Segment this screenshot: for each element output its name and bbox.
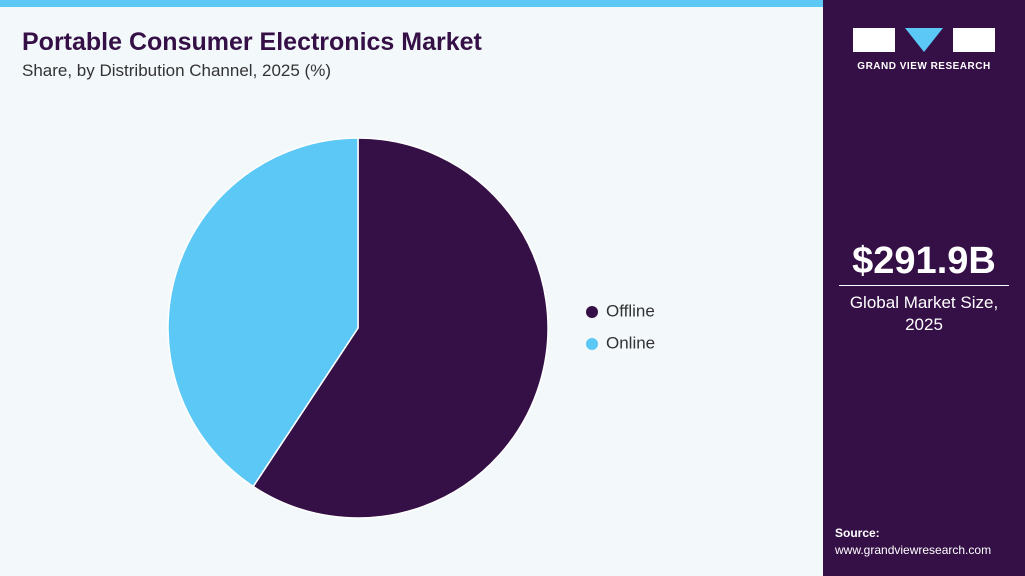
legend-label: Offline <box>606 301 655 320</box>
logo <box>853 28 995 52</box>
brand: GRAND VIEW RESEARCH <box>857 61 991 72</box>
divider <box>839 285 1009 286</box>
chart-subtitle: Share, by Distribution Channel, 2025 (%) <box>22 61 331 80</box>
top-bar <box>0 0 823 7</box>
source-label: Source: <box>835 526 880 540</box>
source-url: www.grandviewresearch.com <box>835 543 992 557</box>
chart: Offline Online <box>167 137 655 519</box>
market-label: Global Market Size, 2025 <box>849 293 999 334</box>
legend-label: Online <box>606 333 655 352</box>
legend-swatch <box>586 306 598 318</box>
market-size: $291.9B <box>852 240 996 282</box>
side-panel: GRAND VIEW RESEARCH $291.9B Global Marke… <box>823 0 1025 576</box>
pie-slice <box>252 137 549 519</box>
legend-swatch <box>586 338 598 350</box>
chart-title: Portable Consumer Electronics Market <box>22 28 482 56</box>
pie-slice <box>167 137 359 488</box>
